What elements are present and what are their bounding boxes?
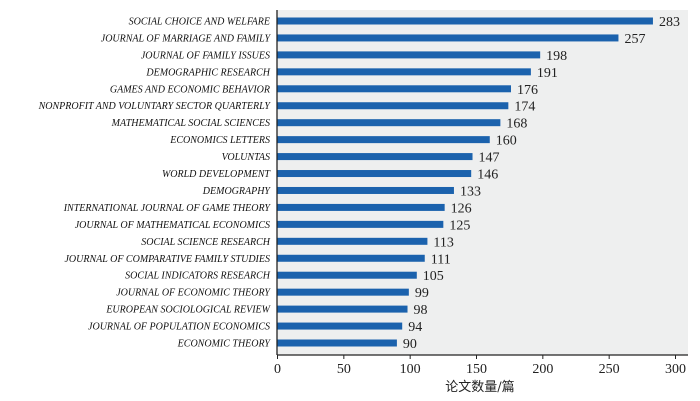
- value-label: 98: [414, 303, 428, 318]
- x-tick-label: 0: [274, 362, 281, 377]
- category-label: MATHEMATICAL SOCIAL SCIENCES: [111, 118, 270, 129]
- category-label: VOLUNTAS: [222, 152, 270, 163]
- bar: [277, 305, 408, 313]
- value-label: 168: [506, 117, 527, 132]
- bar: [277, 339, 397, 347]
- category-label: EUROPEAN SOCIOLOGICAL REVIEW: [105, 305, 271, 316]
- category-label: JOURNAL OF MARRIAGE AND FAMILY: [101, 33, 272, 44]
- value-label: 147: [479, 151, 500, 166]
- x-axis-label: 论文数量/篇: [445, 380, 514, 395]
- plot-background: [277, 10, 688, 355]
- category-label: WORLD DEVELOPMENT: [162, 169, 271, 180]
- category-label: ECONOMICS LETTERS: [169, 135, 270, 146]
- value-label: 133: [460, 184, 481, 199]
- bar: [277, 237, 428, 245]
- bar: [277, 170, 472, 178]
- value-label: 90: [403, 337, 417, 352]
- value-label: 113: [433, 235, 453, 250]
- value-label: 257: [624, 32, 645, 47]
- value-label: 146: [477, 168, 498, 183]
- category-label: ECONOMIC THEORY: [177, 339, 272, 350]
- bar: [277, 136, 490, 144]
- category-label: SOCIAL INDICATORS RESEARCH: [125, 271, 271, 282]
- bar: [277, 288, 409, 296]
- bar: [277, 186, 454, 194]
- x-tick-label: 100: [400, 362, 421, 377]
- bar: [277, 17, 653, 25]
- bar: [277, 153, 473, 161]
- bar: [277, 102, 509, 110]
- category-label: JOURNAL OF COMPARATIVE FAMILY STUDIES: [64, 254, 270, 265]
- bar: [277, 254, 425, 262]
- bar: [277, 51, 541, 59]
- bar: [277, 85, 511, 93]
- value-label: 283: [659, 15, 680, 30]
- value-label: 126: [451, 201, 472, 216]
- category-label: SOCIAL CHOICE AND WELFARE: [129, 17, 270, 28]
- x-tick-label: 300: [665, 362, 686, 377]
- x-tick-label: 200: [532, 362, 553, 377]
- value-label: 176: [517, 83, 538, 98]
- bar: [277, 220, 444, 228]
- bar: [277, 322, 403, 330]
- bar: [277, 68, 531, 76]
- category-label: DEMOGRAPHY: [202, 186, 272, 197]
- value-label: 99: [415, 286, 429, 301]
- category-label: DEMOGRAPHIC RESEARCH: [145, 67, 270, 78]
- value-label: 125: [449, 218, 470, 233]
- value-label: 105: [423, 269, 444, 284]
- value-label: 191: [537, 66, 558, 81]
- category-label: SOCIAL SCIENCE RESEARCH: [141, 237, 270, 248]
- value-label: 160: [496, 134, 517, 149]
- value-label: 198: [546, 49, 567, 64]
- value-label: 174: [514, 100, 535, 115]
- value-label: 94: [408, 320, 422, 335]
- category-label: JOURNAL OF POPULATION ECONOMICS: [88, 322, 270, 333]
- value-label: 111: [431, 252, 451, 267]
- category-label: JOURNAL OF ECONOMIC THEORY: [116, 288, 271, 299]
- category-label: NONPROFIT AND VOLUNTARY SECTOR QUARTERLY: [38, 101, 272, 112]
- category-label: JOURNAL OF MATHEMATICAL ECONOMICS: [75, 220, 270, 231]
- x-tick-label: 50: [337, 362, 351, 377]
- category-label: INTERNATIONAL JOURNAL OF GAME THEORY: [63, 203, 272, 214]
- bar: [277, 119, 501, 127]
- category-label: GAMES AND ECONOMIC BEHAVIOR: [110, 84, 270, 95]
- x-tick-label: 150: [466, 362, 487, 377]
- x-tick-label: 250: [599, 362, 620, 377]
- bar: [277, 271, 417, 279]
- category-label: JOURNAL OF FAMILY ISSUES: [141, 50, 270, 61]
- bar: [277, 34, 619, 42]
- bar: [277, 203, 445, 211]
